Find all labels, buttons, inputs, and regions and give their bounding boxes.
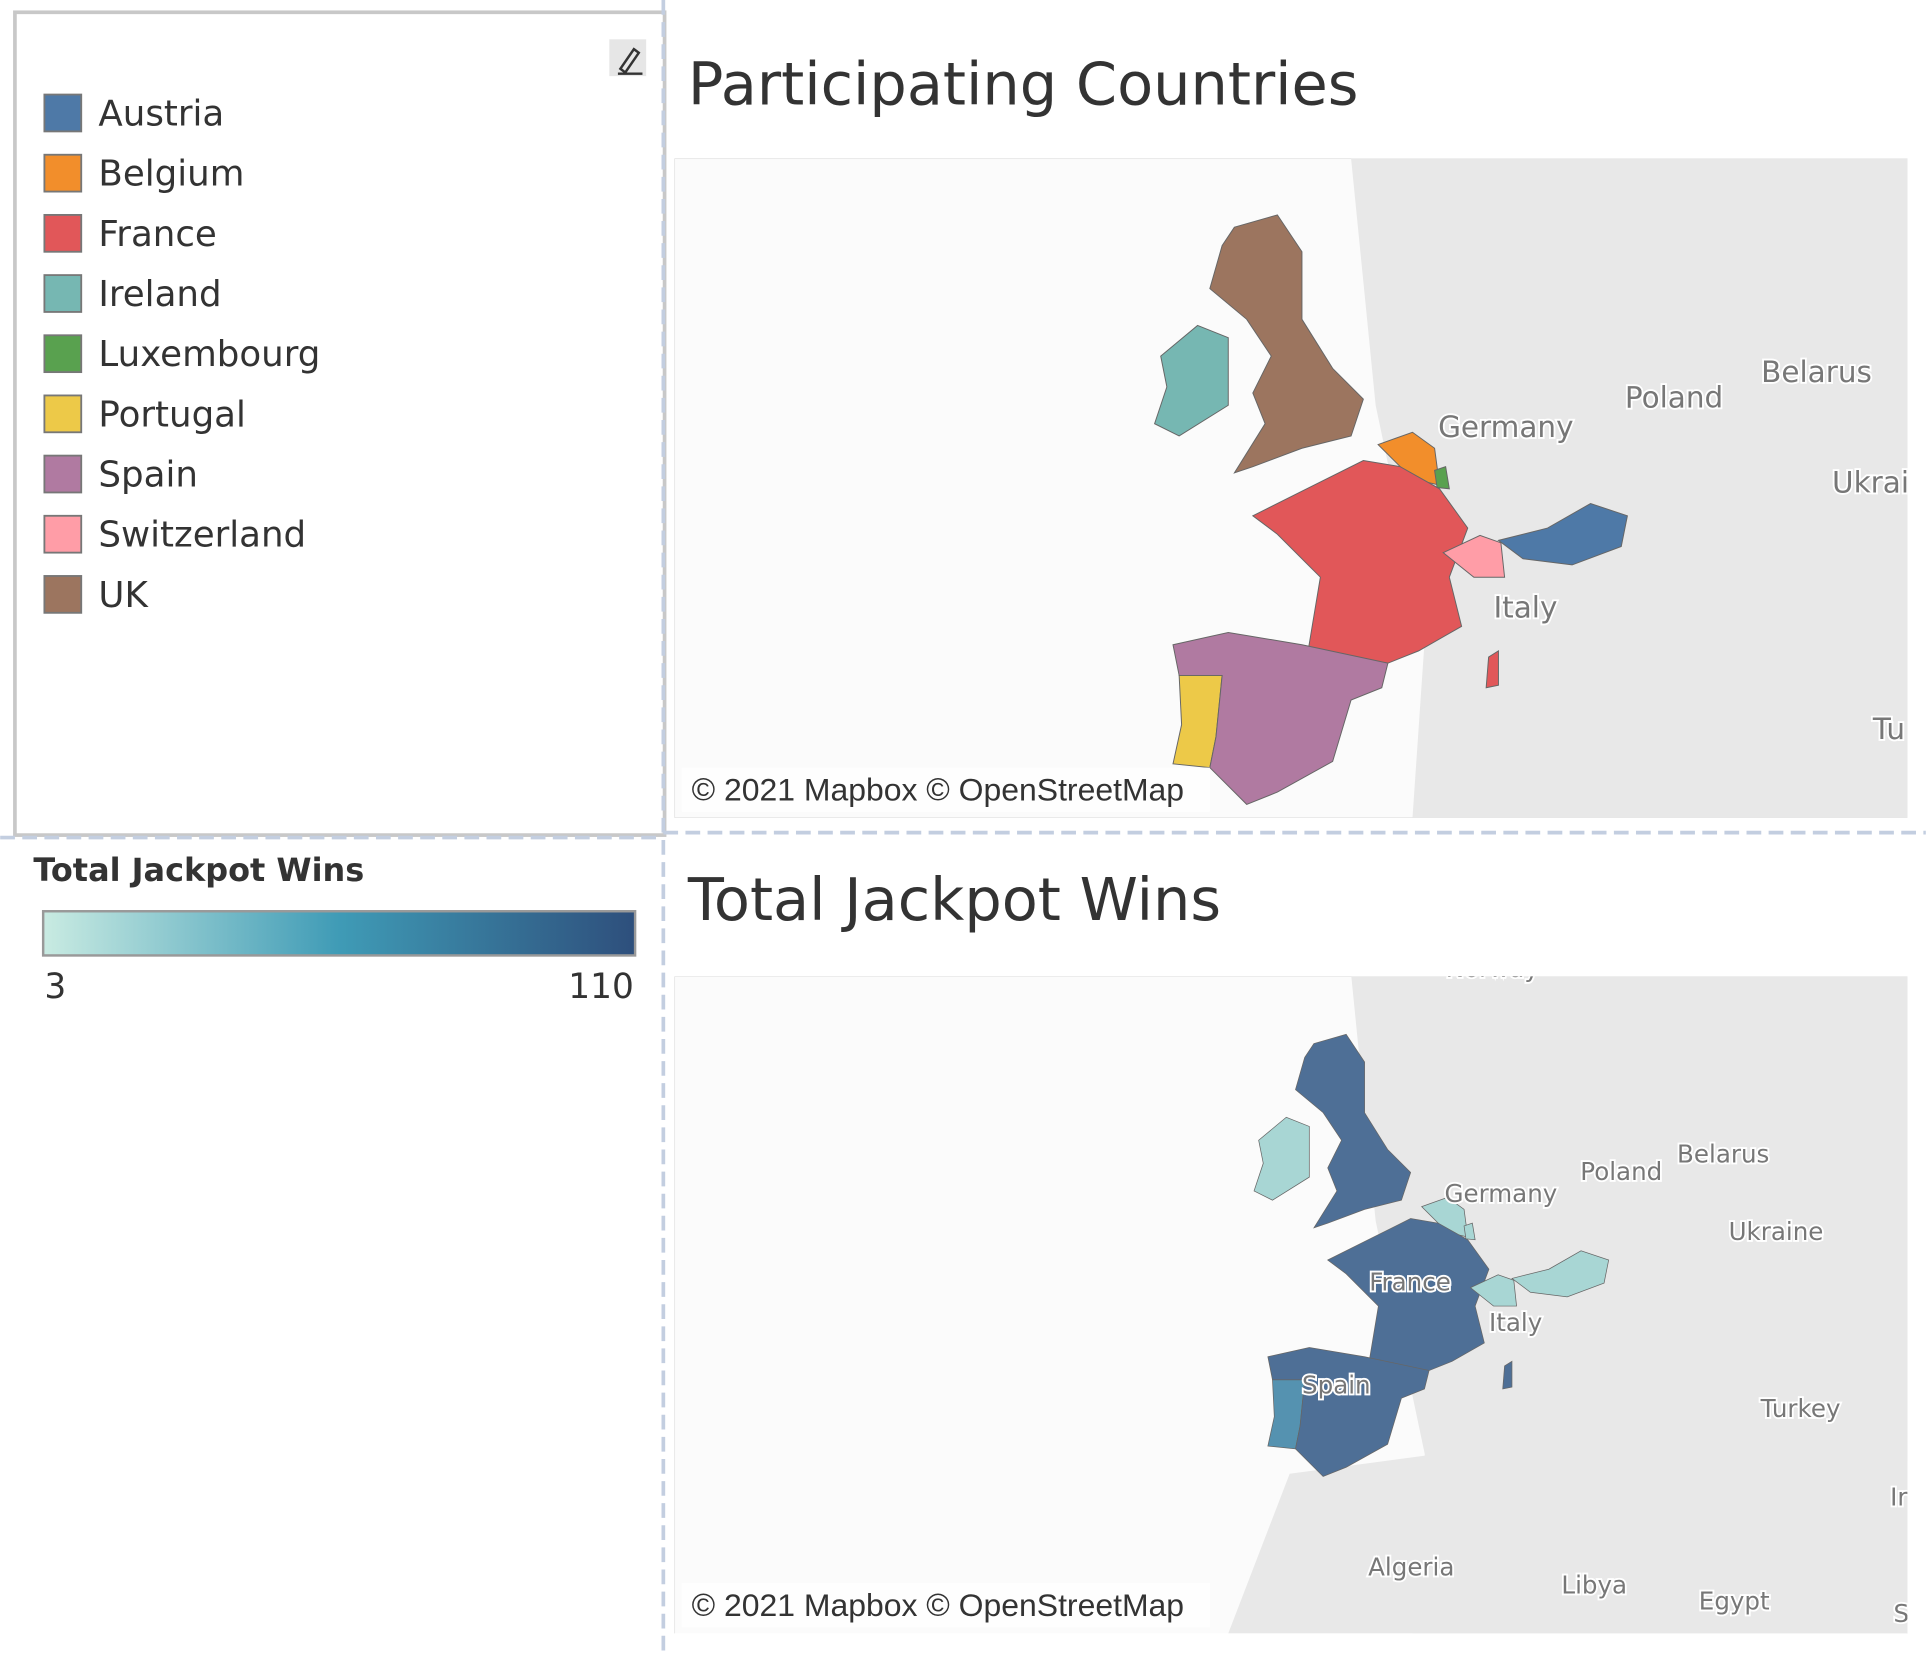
map-label: Spain bbox=[1302, 1371, 1371, 1400]
countries bbox=[1153, 214, 1628, 805]
map-label: Poland bbox=[1580, 1157, 1662, 1186]
map-label: Belarus bbox=[1761, 355, 1872, 389]
color-legend-title: Total Jackpot Wins bbox=[33, 851, 364, 889]
legend-label: Spain bbox=[98, 454, 198, 495]
color-ramp bbox=[41, 910, 637, 957]
legend-swatch bbox=[43, 213, 83, 253]
attribution-bg bbox=[681, 767, 1210, 812]
legend-label: Portugal bbox=[98, 394, 245, 435]
map-label: S bbox=[1893, 1599, 1909, 1628]
map-label: Ukrai bbox=[1832, 465, 1909, 499]
map-label: Egypt bbox=[1699, 1587, 1770, 1616]
attribution: © 2021 Mapbox © OpenStreetMap bbox=[692, 1587, 1184, 1623]
map: Germany Poland Belarus Ukrai Italy Tu © 2021 M… bbox=[674, 158, 1909, 818]
legend-swatch bbox=[43, 394, 83, 434]
legend-label: France bbox=[98, 214, 216, 255]
legend-swatch bbox=[43, 334, 83, 374]
country bbox=[1253, 1116, 1310, 1201]
legend: Austria Belgium France Ireland Luxembourg Por… bbox=[43, 93, 320, 616]
map-label: France bbox=[1369, 1267, 1451, 1296]
attribution: © 2021 Mapbox © OpenStreetMap bbox=[692, 772, 1184, 808]
map-label: Germany bbox=[1438, 410, 1573, 444]
country bbox=[1327, 1218, 1513, 1390]
edit-icon bbox=[617, 47, 643, 75]
map: Norway Belarus Poland Germany Ukraine France I… bbox=[674, 954, 1909, 1634]
legend-swatch bbox=[43, 575, 83, 614]
map-label: Turkey bbox=[1760, 1394, 1841, 1423]
map-label: Ukraine bbox=[1729, 1217, 1824, 1246]
color-legend-max: 110 bbox=[568, 967, 634, 1007]
legend-swatch bbox=[43, 454, 83, 494]
country bbox=[1172, 631, 1389, 805]
legend-swatch bbox=[43, 274, 83, 313]
country bbox=[1434, 466, 1450, 490]
legend-label: Switzerland bbox=[98, 515, 306, 556]
legend-label: Luxembourg bbox=[98, 334, 320, 375]
legend-label: Austria bbox=[98, 93, 224, 134]
land bbox=[1351, 158, 1908, 818]
map-label: Poland bbox=[1625, 381, 1723, 415]
country bbox=[1153, 324, 1229, 437]
country bbox=[1295, 1033, 1412, 1229]
maps: Participating Countries Germany Poland Bela… bbox=[674, 50, 1909, 1634]
countries bbox=[1253, 1033, 1610, 1477]
country bbox=[1463, 1222, 1476, 1241]
map-title: Participating Countries bbox=[688, 50, 1359, 119]
country bbox=[1209, 214, 1364, 474]
map-label: Norway bbox=[1446, 954, 1539, 983]
color-legend-min: 3 bbox=[44, 967, 66, 1007]
legend-label: UK bbox=[98, 575, 149, 616]
country bbox=[1497, 502, 1628, 566]
country bbox=[1442, 534, 1506, 578]
legend-swatch bbox=[43, 153, 83, 193]
country bbox=[1469, 1274, 1517, 1307]
country bbox=[1267, 1347, 1430, 1477]
attribution-bg bbox=[681, 1582, 1210, 1628]
map-label: Ir bbox=[1890, 1482, 1908, 1511]
map-label: Tu bbox=[1872, 712, 1905, 746]
legend-label: Belgium bbox=[98, 154, 244, 195]
map-title: Total Jackpot Wins bbox=[687, 865, 1221, 934]
country bbox=[1251, 460, 1499, 689]
map-label: Italy bbox=[1493, 591, 1557, 625]
legend-swatch bbox=[43, 514, 83, 554]
land bbox=[1228, 1449, 1908, 1634]
map-label: Germany bbox=[1444, 1179, 1557, 1208]
legend-label: Ireland bbox=[98, 274, 221, 315]
map-label: Algeria bbox=[1368, 1552, 1454, 1581]
map-label: Belarus bbox=[1677, 1140, 1769, 1169]
country bbox=[1511, 1250, 1610, 1298]
map-label: Libya bbox=[1561, 1571, 1627, 1600]
legend-swatch bbox=[43, 93, 83, 133]
map-label: Italy bbox=[1489, 1308, 1542, 1337]
